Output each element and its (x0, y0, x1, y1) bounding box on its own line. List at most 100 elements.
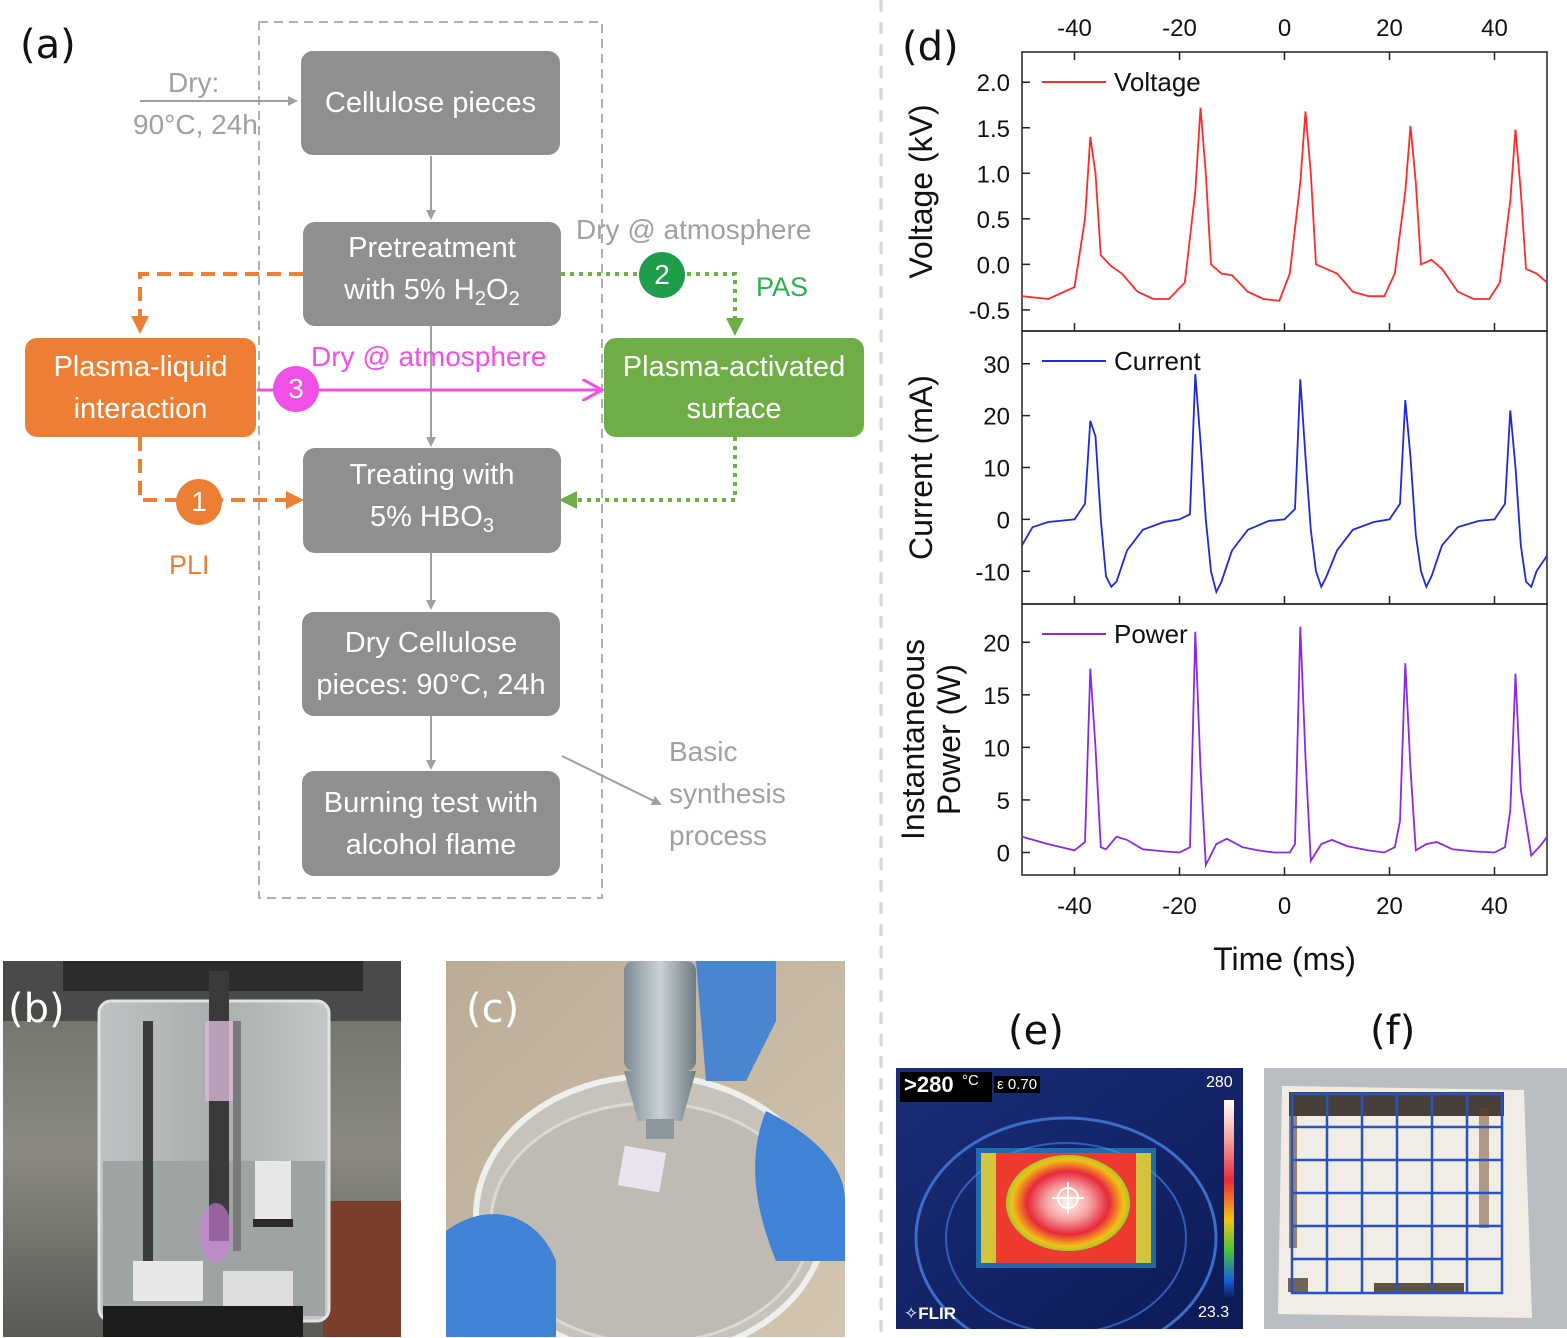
dry-note-line1: Dry: (168, 67, 220, 98)
thermal-unit: °C (962, 1072, 979, 1089)
ytick-label-voltage: 2.0 (977, 70, 1010, 97)
step-dry-cellulose: Dry Cellulose pieces: 90°C, 24h (302, 612, 560, 716)
step-dry-line2: pieces: 90°C, 24h (316, 669, 546, 701)
panel-label-d: (d) (902, 24, 959, 70)
ytick-label-current: 20 (983, 404, 1010, 431)
ytick-label-current: 30 (983, 352, 1010, 379)
step-cellulose-pieces: Cellulose pieces (301, 51, 560, 155)
pli-label: PLI (169, 550, 210, 580)
ytick-label-voltage: -0.5 (969, 298, 1010, 325)
basic-process-line1: Basic (669, 736, 738, 767)
burnt-sample-photo (1264, 1068, 1567, 1329)
step-treating-line2: 5% HBO3 (369, 500, 495, 538)
ytick-label-voltage: 1.5 (977, 116, 1010, 143)
photo-beaker-plasma (3, 961, 401, 1337)
plot-frame-current (1021, 330, 1548, 605)
thermal-scale-bar (1224, 1100, 1234, 1300)
route-1-badge: 1 (176, 479, 222, 525)
thermal-scale-max: 280 (1206, 1074, 1233, 1091)
ytick-label-current: -10 (975, 559, 1010, 586)
pas-box-line1: Plasma-activated (622, 350, 846, 383)
xtick-label-top: -20 (1162, 15, 1197, 42)
ytick-label-power: 0 (997, 840, 1010, 867)
series-line-power (1021, 626, 1548, 869)
ytick-label-power: 10 (983, 735, 1010, 762)
ytick-label-voltage: 1.0 (977, 161, 1010, 188)
xtick-label-bottom: -40 (1057, 893, 1092, 920)
basic-process-frame (258, 21, 603, 899)
step-cellulose-pieces-label: Cellulose pieces (324, 87, 537, 119)
xtick-label-top: 0 (1278, 15, 1291, 42)
flir-logo: ✧FLIR (904, 1304, 957, 1323)
thermal-heatmap (896, 1068, 1243, 1329)
xtick-label-bottom: 0 (1278, 893, 1291, 920)
photo-plasma-jet-dish (446, 961, 845, 1337)
panel-divider (879, 0, 883, 1338)
step-treating-line1: Treating with (349, 458, 515, 491)
legend-label-voltage: Voltage (1114, 67, 1201, 97)
xtick-label-top: 20 (1376, 15, 1403, 42)
step-burning-line2: alcohol flame (345, 828, 517, 861)
legend-label-current: Current (1114, 346, 1201, 376)
basic-process-line3: process (669, 820, 768, 851)
ylabel-power-line2: Power (W) (931, 664, 967, 815)
step-pretreatment-line2: with 5% H2O2 (344, 274, 520, 311)
pas-route-in (561, 272, 744, 336)
petri-dish-illustration (446, 961, 845, 1337)
pas-box-line2: surface (686, 392, 782, 425)
burnt-sample-illustration (1264, 1068, 1567, 1329)
pli-box-line2: interaction (73, 392, 208, 425)
xtick-label-bottom: 20 (1376, 893, 1403, 920)
pas-label: PAS (756, 272, 809, 302)
plasma-activated-surface-box: Plasma-activated surface (604, 338, 864, 437)
dry-atmosphere-magenta-note: Dry @ atmosphere (311, 341, 547, 372)
xtick-label-top: 40 (1481, 15, 1508, 42)
waveform-chart: 2.0 1.5 1.0 0.5 0.0 -0.5 Voltage Voltage (kV) 30… (895, 15, 1548, 977)
step-pretreatment: Pretreatment with 5% H2O2 (303, 222, 561, 326)
pli-box-line1: Plasma-liquid (53, 350, 228, 383)
pas-route-out (559, 437, 737, 509)
ylabel-power-line1: Instantaneous (895, 639, 931, 840)
pli-route-in (131, 272, 303, 334)
basic-process-line2: synthesis (669, 778, 786, 809)
series-line-current (1021, 374, 1548, 595)
beaker-illustration (3, 961, 401, 1337)
ytick-label-current: 10 (983, 456, 1010, 483)
dry-atmosphere-green-note: Dry @ atmosphere (576, 214, 812, 245)
xtick-label-top: -40 (1057, 15, 1092, 42)
dry-note-line2: 90°C, 24h (133, 109, 258, 140)
thermal-emissivity: ε 0.70 (994, 1076, 1041, 1093)
step-burning-line1: Burning test with (323, 786, 539, 819)
legend-label-power: Power (1114, 619, 1188, 649)
route-2-badge: 2 (639, 252, 685, 298)
basic-process-pointer (561, 755, 662, 805)
thermal-temp-readout: >280 (904, 1072, 954, 1097)
grid-overlay (1290, 1092, 1504, 1295)
thermal-image: >280 °C ε 0.70 280 23.3 ✧FLIR (896, 1068, 1243, 1329)
series-line-voltage (1021, 107, 1548, 302)
panel-label-b: (b) (8, 986, 65, 1032)
xtick-label-bottom: 40 (1481, 893, 1508, 920)
ytick-label-power: 15 (983, 683, 1010, 710)
ylabel-voltage: Voltage (kV) (903, 104, 939, 278)
ytick-label-voltage: 0.0 (977, 252, 1010, 279)
panel-label-c: (c) (466, 986, 520, 1032)
ytick-label-current: 0 (997, 507, 1010, 534)
ytick-label-power: 20 (983, 630, 1010, 657)
plasma-liquid-interaction-box: Plasma-liquid interaction (25, 338, 256, 437)
step-pretreatment-line1: Pretreatment (348, 232, 516, 265)
ytick-label-power: 5 (997, 788, 1010, 815)
route-3-badge: 3 (273, 366, 319, 412)
panel-label-f: (f) (1370, 1008, 1416, 1054)
xtick-label-bottom: -20 (1162, 893, 1197, 920)
pli-route-out (138, 437, 304, 509)
xlabel: Time (ms) (1213, 941, 1356, 977)
step-treating-hbo3: Treating with 5% HBO3 (303, 448, 561, 553)
step-burning-test: Burning test with alcohol flame (302, 771, 560, 876)
panel-label-e: (e) (1008, 1008, 1064, 1054)
step-dry-line1: Dry Cellulose (344, 627, 518, 659)
panel-label-a: (a) (20, 22, 76, 68)
thermal-scale-min: 23.3 (1198, 1304, 1230, 1321)
ylabel-current: Current (mA) (903, 375, 939, 560)
